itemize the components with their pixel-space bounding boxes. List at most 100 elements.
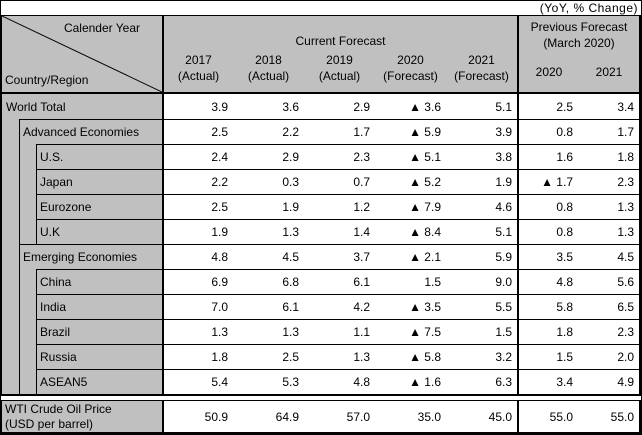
wti-value-cell: 35.0	[375, 401, 446, 432]
year-column-header: 2020 (Forecast)	[375, 48, 446, 92]
value-cell: 1.6	[517, 144, 578, 169]
wti-value-cell: 50.9	[162, 401, 233, 432]
value-cell: 4.5	[233, 244, 304, 269]
wti-value-cell: 64.9	[233, 401, 304, 432]
value-cell: 2.3	[304, 144, 375, 169]
value-cell: 5.4	[162, 369, 233, 394]
value-cell: 6.1	[304, 269, 375, 294]
value-cell: 0.8	[517, 119, 578, 144]
year-status-label: (Actual)	[318, 69, 361, 83]
value-cell: 2.9	[233, 144, 304, 169]
value-cell: 2.2	[162, 169, 233, 194]
country-region-label: Country/Region	[5, 73, 89, 87]
current-forecast-years: 2017 (Actual) 2018 (Actual) 2019 (Actual…	[164, 48, 517, 92]
row-label: Advanced Economies	[19, 119, 162, 144]
value-cell: 1.3	[578, 194, 639, 219]
previous-forecast-title: Previous Forecast (March 2020)	[519, 16, 639, 51]
value-cell: 4.8	[304, 369, 375, 394]
row-label: Eurozone	[36, 194, 162, 219]
forecast-table: Calender Year Country/Region Current For…	[1, 15, 641, 396]
value-cell: 0.7	[304, 169, 375, 194]
value-cell: 5.9	[446, 244, 517, 269]
value-cell: 1.3	[162, 319, 233, 344]
indent-gutter-level2-emerging	[19, 269, 36, 394]
value-cell: 2.9	[304, 94, 375, 119]
yoy-caption: (YoY, % Change)	[539, 1, 638, 15]
value-cell: ▲ 5.2	[375, 169, 446, 194]
row-label: ASEAN5	[36, 369, 162, 394]
value-cell: 1.3	[233, 219, 304, 244]
row-label: India	[36, 294, 162, 319]
previous-forecast-title-line: Previous Forecast	[530, 20, 628, 34]
current-forecast-header: Current Forecast 2017 (Actual) 2018 (Act…	[162, 16, 517, 94]
wti-row-label: WTI Crude Oil Price (USD per barrel)	[2, 401, 162, 432]
table-gap	[1, 396, 641, 400]
value-cell: 2.5	[162, 119, 233, 144]
value-cell: 2.3	[578, 169, 639, 194]
year-status-label: (Actual)	[177, 69, 220, 83]
row-label: Emerging Economies	[19, 244, 162, 269]
value-cell: 5.1	[446, 219, 517, 244]
year-column-header: 2021	[595, 64, 623, 79]
value-cell: 2.5	[162, 194, 233, 219]
wti-value-cell: 45.0	[446, 401, 517, 432]
wti-label-line2: (USD per barrel)	[5, 416, 94, 431]
value-cell: 6.5	[578, 294, 639, 319]
value-cell: ▲ 8.4	[375, 219, 446, 244]
value-cell: ▲ 7.5	[375, 319, 446, 344]
year-column-header: 2019 (Actual)	[304, 48, 375, 92]
value-cell: 3.6	[233, 94, 304, 119]
previous-forecast-header: Previous Forecast (March 2020) 2020 2021	[517, 16, 639, 94]
value-cell: 2.4	[162, 144, 233, 169]
wti-value-cell: 55.0	[517, 401, 578, 432]
year-label: 2018	[255, 53, 282, 67]
row-label: U.K	[36, 219, 162, 244]
value-cell: 3.7	[304, 244, 375, 269]
value-cell: 4.6	[446, 194, 517, 219]
value-cell: ▲ 5.9	[375, 119, 446, 144]
value-cell: 9.0	[446, 269, 517, 294]
value-cell: 7.0	[162, 294, 233, 319]
value-cell: 3.8	[446, 144, 517, 169]
value-cell: 4.5	[578, 244, 639, 269]
value-cell: ▲ 3.6	[375, 94, 446, 119]
value-cell: 1.3	[304, 344, 375, 369]
wti-value-cell: 55.0	[578, 401, 639, 432]
year-label: 2020	[397, 53, 424, 67]
row-label: China	[36, 269, 162, 294]
previous-forecast-years: 2020 2021	[519, 51, 639, 92]
value-cell: 2.5	[233, 344, 304, 369]
row-label: U.S.	[36, 144, 162, 169]
value-cell: 1.2	[304, 194, 375, 219]
wti-label-line1: WTI Crude Oil Price	[5, 401, 112, 416]
value-cell: 0.8	[517, 194, 578, 219]
value-cell: 1.9	[233, 194, 304, 219]
year-column-header: 2020	[535, 64, 563, 79]
value-cell: 1.8	[162, 344, 233, 369]
year-status-label: (Forecast)	[454, 69, 509, 83]
value-cell: 2.2	[233, 119, 304, 144]
value-cell: 1.5	[375, 269, 446, 294]
indent-gutter-level2-advanced	[19, 144, 36, 244]
value-cell: 3.9	[446, 119, 517, 144]
value-cell: ▲ 7.9	[375, 194, 446, 219]
value-cell: 1.9	[446, 169, 517, 194]
value-cell: 1.3	[233, 319, 304, 344]
value-cell: 1.7	[304, 119, 375, 144]
year-label: 2017	[185, 53, 212, 67]
corner-cell: Calender Year Country/Region	[2, 16, 162, 94]
value-cell: 6.9	[162, 269, 233, 294]
row-label: Japan	[36, 169, 162, 194]
value-cell: 6.8	[233, 269, 304, 294]
value-cell: 5.6	[578, 269, 639, 294]
year-status-label: (Forecast)	[383, 69, 438, 83]
year-column-header: 2018 (Actual)	[233, 48, 304, 92]
value-cell: 3.4	[517, 369, 578, 394]
value-cell: 5.1	[446, 94, 517, 119]
value-cell: 0.8	[517, 219, 578, 244]
indent-gutter-level1	[2, 119, 19, 394]
value-cell: 0.3	[233, 169, 304, 194]
value-cell: ▲ 2.1	[375, 244, 446, 269]
value-cell: 5.3	[233, 369, 304, 394]
